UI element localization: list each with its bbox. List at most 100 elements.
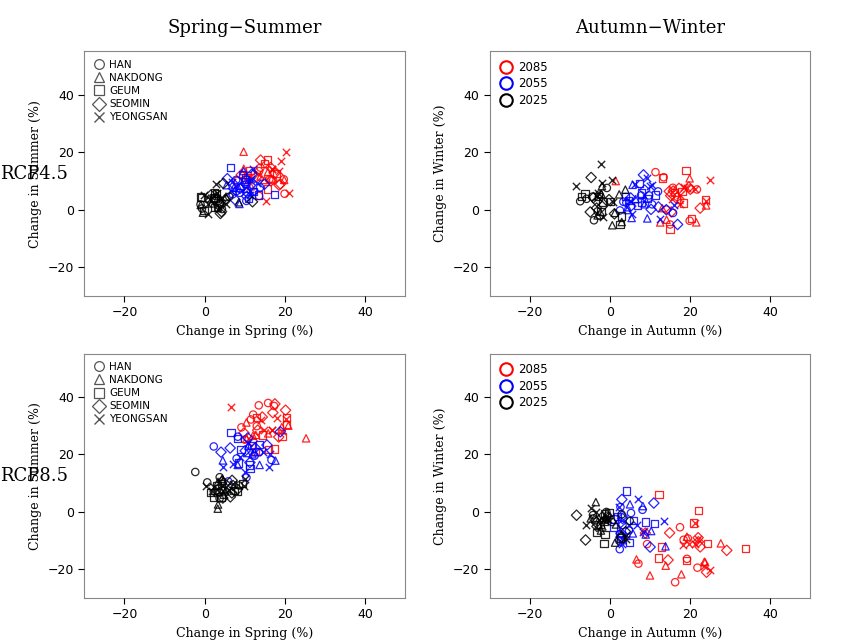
Y-axis label: Change in Summer (%): Change in Summer (%) bbox=[29, 100, 42, 248]
Point bbox=[256, 430, 269, 440]
Point bbox=[683, 215, 696, 226]
Point bbox=[273, 180, 286, 190]
Point bbox=[275, 422, 289, 432]
Point bbox=[619, 485, 633, 496]
Point bbox=[609, 538, 622, 548]
Point bbox=[232, 197, 246, 208]
Point bbox=[225, 177, 239, 188]
Point bbox=[663, 186, 676, 196]
Point bbox=[241, 433, 255, 443]
Point bbox=[700, 200, 713, 210]
Point bbox=[594, 525, 608, 536]
Point bbox=[252, 439, 266, 449]
Point bbox=[193, 192, 207, 202]
Legend: 2085, 2055, 2025: 2085, 2055, 2025 bbox=[495, 359, 551, 413]
Point bbox=[264, 162, 278, 172]
Point bbox=[614, 211, 628, 221]
Point bbox=[196, 208, 209, 218]
Point bbox=[657, 172, 670, 183]
Point bbox=[244, 181, 257, 192]
Point bbox=[194, 192, 208, 203]
Point bbox=[243, 190, 257, 200]
Point bbox=[643, 570, 657, 581]
Point bbox=[252, 166, 266, 176]
Point bbox=[641, 193, 654, 203]
Point bbox=[652, 489, 666, 500]
Y-axis label: Change in Summer (%): Change in Summer (%) bbox=[29, 402, 42, 550]
Point bbox=[643, 542, 657, 552]
Point bbox=[224, 163, 237, 173]
Point bbox=[623, 195, 636, 206]
Point bbox=[623, 499, 636, 509]
Point bbox=[592, 189, 606, 199]
Point bbox=[663, 219, 677, 230]
Point bbox=[233, 452, 246, 462]
Point bbox=[219, 199, 233, 209]
Point bbox=[575, 192, 588, 202]
Point bbox=[253, 182, 267, 192]
Point bbox=[210, 188, 224, 199]
Point bbox=[635, 197, 648, 207]
Point bbox=[207, 493, 220, 503]
Point bbox=[631, 559, 645, 569]
Point bbox=[240, 448, 253, 458]
Point bbox=[700, 196, 713, 206]
Point bbox=[652, 213, 666, 224]
Point bbox=[230, 453, 243, 464]
Point bbox=[679, 165, 693, 176]
Point bbox=[675, 186, 689, 197]
Point bbox=[590, 527, 603, 538]
Point bbox=[615, 532, 629, 542]
Point bbox=[602, 512, 615, 523]
Point bbox=[680, 532, 694, 542]
Point bbox=[701, 539, 714, 549]
Point bbox=[596, 201, 609, 212]
Point bbox=[698, 557, 711, 567]
Point bbox=[694, 203, 707, 213]
Point bbox=[666, 194, 679, 204]
Point bbox=[570, 510, 583, 520]
Point bbox=[613, 544, 626, 554]
Point bbox=[208, 482, 221, 493]
Point bbox=[627, 516, 641, 526]
Point bbox=[278, 188, 291, 199]
Point bbox=[588, 515, 602, 525]
Point bbox=[231, 431, 245, 442]
Point bbox=[668, 199, 681, 210]
Point bbox=[619, 534, 633, 544]
Point bbox=[625, 213, 638, 223]
Point bbox=[600, 514, 614, 524]
Point bbox=[204, 190, 218, 200]
Point bbox=[591, 190, 604, 201]
Point bbox=[598, 529, 612, 539]
Point bbox=[585, 503, 598, 513]
Point bbox=[615, 539, 629, 549]
Point bbox=[680, 183, 694, 193]
Point bbox=[656, 173, 669, 183]
Point bbox=[225, 488, 239, 498]
Point bbox=[587, 192, 600, 203]
Point bbox=[674, 199, 687, 209]
Point bbox=[226, 480, 240, 491]
Point bbox=[212, 487, 225, 497]
Point bbox=[598, 509, 612, 519]
Legend: 2085, 2055, 2025: 2085, 2055, 2025 bbox=[495, 57, 551, 111]
Point bbox=[210, 480, 224, 491]
Point bbox=[230, 484, 244, 494]
Point bbox=[265, 424, 279, 435]
Point bbox=[594, 520, 608, 530]
Point bbox=[208, 188, 221, 198]
Point bbox=[211, 476, 225, 487]
Point bbox=[232, 458, 246, 468]
Point bbox=[268, 455, 282, 466]
Point bbox=[219, 192, 233, 202]
Point bbox=[666, 183, 679, 193]
Point bbox=[262, 174, 276, 185]
Point bbox=[616, 535, 630, 545]
Point bbox=[623, 537, 636, 547]
Point bbox=[235, 422, 248, 433]
Point bbox=[614, 528, 628, 538]
Point bbox=[261, 155, 274, 165]
Point bbox=[241, 438, 255, 448]
Point bbox=[646, 180, 659, 190]
